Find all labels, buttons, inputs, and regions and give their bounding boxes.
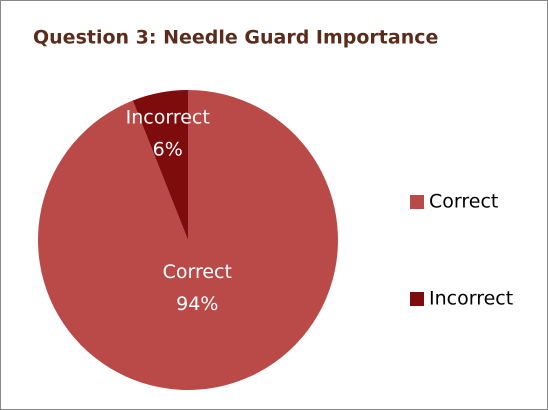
data-label-category: Correct [163,261,232,283]
data-label-value: 6% [153,138,183,160]
legend-swatch [410,292,424,306]
pie-slice [37,90,338,390]
data-label-value: 94% [176,293,218,315]
pie-slice [132,90,188,240]
chart-title: Question 3: Needle Guard Importance [33,27,438,49]
legend-label: Incorrect [429,288,513,310]
legend-swatch [410,195,424,209]
legend-label: Correct [429,191,498,213]
data-label-category: Incorrect [126,106,210,128]
